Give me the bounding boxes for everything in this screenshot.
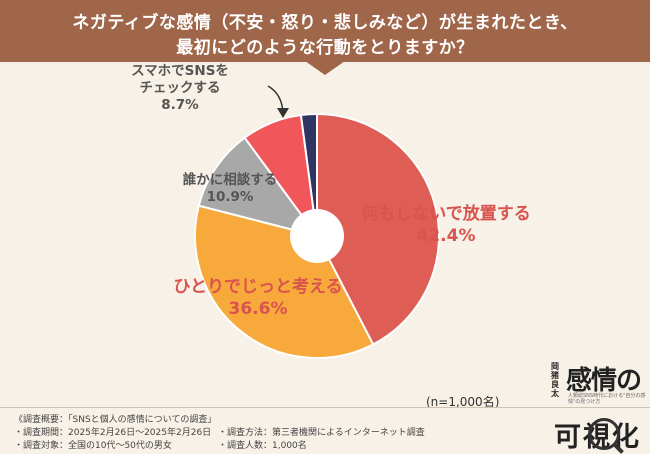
chart-title-line-1: ネガティブな感情（不安・怒り・悲しみなど）が生まれたとき、	[72, 13, 578, 33]
survey-notes: 《調査概要：「SNSと個人の感情についての調査」 ・調査期間：2025年2月26…	[0, 407, 650, 451]
note-method: ・調査方法：第三者機関によるインターネット調査	[218, 428, 425, 438]
magnifier-icon	[588, 418, 620, 450]
title-pointer	[305, 61, 345, 75]
pie-slice-1	[194, 204, 375, 359]
slice-label-ignore: 何もしないで放置する 42.4%	[346, 203, 546, 247]
slice-label-value: 42.4%	[416, 226, 476, 246]
slice-label-sns: スマホでSNSを チェックする 8.7%	[100, 63, 260, 114]
slice-label-name-line-1: スマホでSNSを	[131, 63, 229, 79]
slice-label-value: 36.6%	[228, 299, 288, 319]
chart-title-line-2: 最初にどのような行動をとりますか？	[176, 38, 474, 58]
note-period: ・調査期間：2025年2月26日〜2025年2月26日	[14, 428, 212, 438]
logo-tagline: 人類総SNS時代における"自分の感情"の見つけ方	[568, 393, 646, 405]
book-logo: 岡 猪 良 太 感情の 人類総SNS時代における"自分の感情"の見つけ方 可視化	[548, 360, 648, 454]
slice-label-value: 10.9%	[206, 189, 254, 205]
pie-slice-4	[299, 112, 318, 237]
slice-label-value: 8.7%	[161, 97, 199, 113]
slice-label-name: 何もしないで放置する	[361, 204, 531, 224]
slice-label-name: ひとりでじっと考える	[173, 277, 343, 297]
slice-label-name: 誰かに相談する	[182, 172, 278, 188]
pie-slice-0	[316, 112, 440, 346]
sample-size: (n=1,000名)	[426, 395, 500, 409]
logo-publisher: 岡 猪 良 太	[551, 362, 559, 398]
donut-hole	[290, 209, 344, 263]
logo-title-top: 感情の	[566, 366, 642, 396]
title-band	[0, 0, 650, 62]
pie-slice-2	[197, 136, 320, 238]
note-overview: 《調査概要：「SNSと個人の感情についての調査」	[14, 415, 217, 425]
sns-callout-arrowhead	[277, 108, 289, 118]
note-count: ・調査人数：1,000名	[218, 441, 307, 451]
note-target: ・調査対象：全国の10代〜50代の男女	[14, 441, 172, 451]
slice-label-think-alone: ひとりでじっと考える 36.6%	[158, 276, 358, 320]
slice-label-name-line-2: チェックする	[139, 80, 221, 96]
slice-label-consult: 誰かに相談する 10.9%	[175, 172, 285, 206]
